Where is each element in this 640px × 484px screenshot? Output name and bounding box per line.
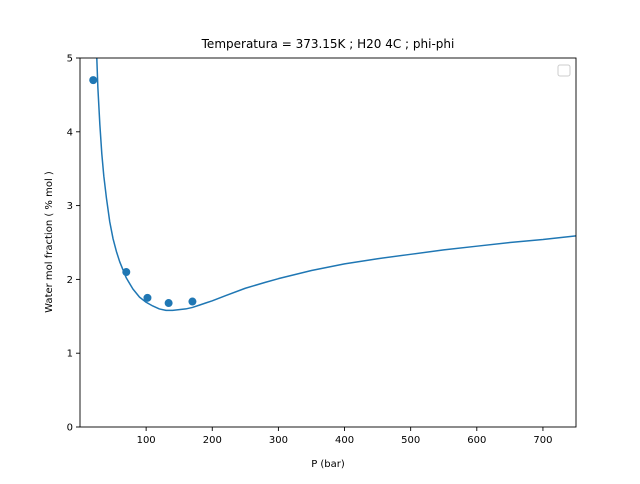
y-tick-label: 0 xyxy=(67,423,73,434)
x-tick-label: 100 xyxy=(137,435,156,446)
plot-frame xyxy=(79,57,577,428)
y-axis-label: Water mol fraction ( % mol ) xyxy=(44,171,55,313)
data-point xyxy=(143,293,152,302)
y-tick-label: 2 xyxy=(67,275,73,286)
data-point xyxy=(164,299,173,308)
model-curve-line xyxy=(96,58,576,312)
x-tick-label: 700 xyxy=(533,435,552,446)
data-point xyxy=(89,76,98,85)
x-axis-ticks: 100 200 300 400 500 600 700 xyxy=(137,427,552,446)
x-tick-label: 200 xyxy=(203,435,222,446)
x-tick-label: 300 xyxy=(269,435,288,446)
y-tick-label: 3 xyxy=(67,201,73,212)
chart-title: Temperatura = 373.15K ; H20 4C ; phi-phi xyxy=(201,37,455,51)
x-tick-label: 400 xyxy=(335,435,354,446)
legend-box xyxy=(557,64,571,77)
y-axis-ticks: 0 1 2 3 4 5 xyxy=(67,54,80,434)
y-tick-label: 1 xyxy=(67,349,73,360)
y-tick-label: 4 xyxy=(67,127,73,138)
y-tick-label: 5 xyxy=(67,54,73,65)
x-tick-label: 600 xyxy=(467,435,486,446)
data-point xyxy=(188,297,197,306)
x-tick-label: 500 xyxy=(401,435,420,446)
x-axis-label: P (bar) xyxy=(311,459,345,470)
data-point xyxy=(122,268,131,277)
series-layer xyxy=(89,58,576,312)
